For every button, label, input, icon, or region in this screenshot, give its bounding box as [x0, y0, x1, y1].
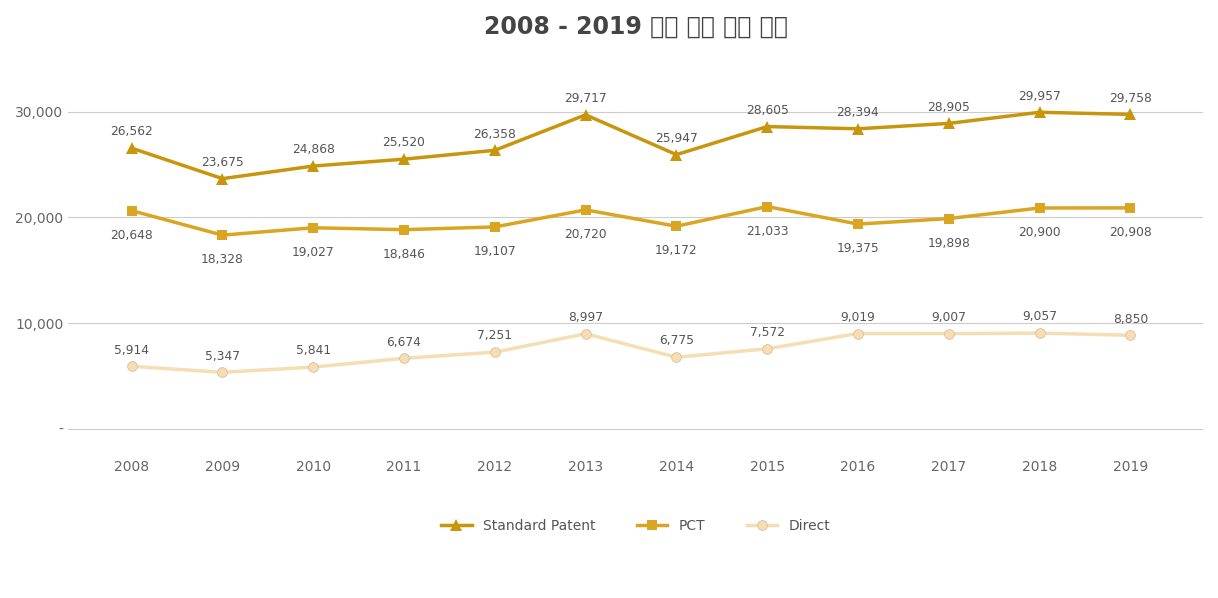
Text: 5,841: 5,841	[296, 344, 331, 358]
Standard Patent	[397, 155, 412, 163]
Title: 2008 - 2019 호주 특허 출원 건수: 2008 - 2019 호주 특허 출원 건수	[484, 15, 788, 39]
Direct	[850, 330, 865, 337]
Text: 20,900: 20,900	[1018, 226, 1061, 239]
Text: 25,520: 25,520	[382, 136, 425, 150]
Direct	[216, 369, 230, 376]
Text: 18,846: 18,846	[382, 248, 425, 261]
Legend: Standard Patent, PCT, Direct: Standard Patent, PCT, Direct	[435, 514, 836, 539]
PCT	[124, 207, 139, 214]
Text: 7,572: 7,572	[750, 326, 784, 339]
Direct	[487, 349, 502, 356]
Text: 8,850: 8,850	[1113, 313, 1149, 325]
Line: PCT: PCT	[127, 202, 1135, 240]
Text: 28,905: 28,905	[927, 100, 971, 114]
Text: 18,328: 18,328	[201, 253, 244, 266]
Text: 8,997: 8,997	[568, 311, 603, 324]
PCT	[942, 215, 956, 222]
Text: 19,107: 19,107	[474, 245, 516, 258]
Standard Patent	[1123, 111, 1138, 118]
Text: 6,775: 6,775	[659, 334, 694, 347]
PCT	[216, 231, 230, 239]
Line: Standard Patent: Standard Patent	[127, 106, 1136, 184]
Standard Patent	[306, 163, 320, 170]
Text: 20,908: 20,908	[1110, 226, 1152, 239]
Direct	[579, 330, 593, 337]
PCT	[850, 221, 865, 228]
PCT	[579, 206, 593, 213]
Text: 23,675: 23,675	[201, 156, 244, 169]
Line: Direct: Direct	[127, 328, 1135, 377]
Text: 9,019: 9,019	[840, 311, 876, 324]
Standard Patent	[942, 120, 956, 127]
Text: 5,347: 5,347	[205, 350, 240, 362]
Text: 20,720: 20,720	[564, 228, 607, 241]
Text: 21,033: 21,033	[745, 225, 788, 237]
Text: 9,057: 9,057	[1022, 310, 1057, 324]
Text: 5,914: 5,914	[114, 344, 149, 356]
Text: 24,868: 24,868	[292, 144, 335, 156]
Text: 25,947: 25,947	[655, 132, 698, 145]
PCT	[397, 226, 412, 233]
Text: 19,172: 19,172	[655, 245, 698, 257]
Text: 20,648: 20,648	[111, 228, 153, 242]
Direct	[306, 364, 320, 371]
Standard Patent	[669, 151, 683, 158]
Direct	[1123, 332, 1138, 339]
Direct	[124, 363, 139, 370]
Text: 29,717: 29,717	[564, 92, 607, 105]
Text: 29,758: 29,758	[1108, 91, 1152, 105]
Text: 19,027: 19,027	[292, 246, 335, 259]
Direct	[397, 355, 412, 362]
Direct	[1033, 329, 1047, 337]
Standard Patent	[487, 147, 502, 154]
Standard Patent	[216, 175, 230, 182]
Standard Patent	[579, 111, 593, 118]
Text: 28,605: 28,605	[745, 104, 788, 117]
PCT	[669, 222, 683, 230]
Text: 26,358: 26,358	[474, 127, 516, 141]
Standard Patent	[124, 145, 139, 152]
Text: 9,007: 9,007	[932, 311, 966, 324]
Direct	[942, 330, 956, 337]
Text: 28,394: 28,394	[837, 106, 879, 119]
PCT	[487, 223, 502, 230]
Text: 26,562: 26,562	[111, 126, 153, 138]
PCT	[760, 203, 775, 210]
Text: 6,674: 6,674	[386, 335, 421, 349]
Standard Patent	[760, 123, 775, 130]
Direct	[669, 353, 683, 361]
Text: 29,957: 29,957	[1018, 90, 1061, 103]
PCT	[1123, 205, 1138, 212]
Standard Patent	[850, 125, 865, 132]
PCT	[306, 224, 320, 231]
Standard Patent	[1033, 109, 1047, 116]
Direct	[760, 345, 775, 352]
PCT	[1033, 205, 1047, 212]
Text: 19,898: 19,898	[927, 237, 971, 249]
Text: 7,251: 7,251	[477, 329, 513, 343]
Text: 19,375: 19,375	[837, 242, 879, 255]
